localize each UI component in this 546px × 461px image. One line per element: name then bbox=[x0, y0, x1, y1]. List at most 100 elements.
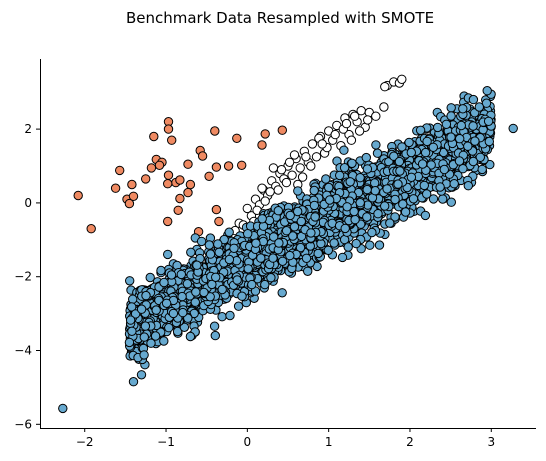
data-point bbox=[484, 136, 494, 147]
data-point bbox=[285, 210, 295, 221]
data-point bbox=[185, 179, 196, 190]
data-point bbox=[301, 152, 311, 162]
data-point bbox=[179, 322, 190, 332]
data-point bbox=[217, 312, 227, 322]
data-point bbox=[435, 182, 445, 192]
data-point bbox=[281, 226, 292, 236]
data-point bbox=[163, 124, 174, 134]
data-point bbox=[296, 216, 306, 227]
data-point bbox=[408, 194, 419, 204]
data-point bbox=[175, 175, 185, 185]
data-point bbox=[362, 184, 372, 195]
data-point bbox=[204, 171, 214, 182]
data-point bbox=[463, 181, 473, 191]
data-point bbox=[483, 116, 494, 127]
data-point bbox=[115, 165, 125, 176]
data-point bbox=[439, 164, 449, 175]
data-point bbox=[167, 135, 177, 145]
data-point bbox=[362, 212, 372, 222]
data-point bbox=[428, 194, 439, 204]
data-point bbox=[345, 177, 355, 187]
data-point bbox=[260, 196, 270, 206]
data-point bbox=[397, 74, 407, 85]
data-point bbox=[468, 156, 478, 167]
x-axis-ticks: −2 −1 0 1 2 3 bbox=[76, 428, 495, 449]
data-point bbox=[232, 275, 242, 285]
data-point bbox=[192, 260, 202, 270]
data-point bbox=[268, 163, 279, 173]
data-point bbox=[293, 206, 303, 217]
data-point bbox=[110, 183, 121, 193]
data-point bbox=[351, 238, 361, 249]
data-point bbox=[285, 250, 295, 261]
data-point bbox=[257, 214, 267, 224]
data-point bbox=[382, 184, 392, 194]
data-point bbox=[306, 161, 316, 171]
data-point bbox=[191, 287, 201, 297]
data-point bbox=[419, 180, 429, 191]
data-point bbox=[163, 249, 173, 260]
data-point bbox=[243, 229, 253, 239]
data-point bbox=[242, 203, 253, 214]
data-point bbox=[237, 160, 247, 171]
data-point bbox=[309, 200, 320, 211]
data-point bbox=[209, 321, 220, 331]
data-point bbox=[422, 136, 432, 147]
data-point bbox=[446, 197, 456, 207]
data-point bbox=[395, 166, 405, 176]
data-point bbox=[343, 242, 353, 252]
data-point bbox=[128, 294, 138, 304]
data-point bbox=[485, 159, 495, 170]
data-point bbox=[268, 253, 278, 263]
data-point bbox=[438, 194, 448, 204]
data-point bbox=[420, 147, 431, 158]
data-point bbox=[136, 304, 147, 314]
data-point bbox=[361, 152, 371, 163]
data-point bbox=[297, 172, 308, 182]
data-point bbox=[406, 147, 416, 158]
data-point bbox=[355, 173, 365, 183]
data-point bbox=[166, 270, 177, 280]
data-point bbox=[183, 159, 193, 169]
data-point bbox=[341, 118, 352, 129]
data-point bbox=[482, 86, 492, 96]
data-point bbox=[210, 330, 221, 341]
data-point bbox=[301, 253, 312, 263]
data-point bbox=[370, 186, 380, 196]
data-point bbox=[458, 164, 468, 174]
data-point bbox=[394, 156, 405, 167]
data-point bbox=[224, 254, 235, 265]
data-point bbox=[277, 288, 287, 298]
data-point bbox=[178, 307, 188, 318]
data-point bbox=[225, 310, 235, 321]
data-point bbox=[311, 152, 322, 162]
data-point bbox=[274, 238, 284, 248]
x-tick-label: 2 bbox=[406, 435, 414, 449]
data-point bbox=[176, 269, 187, 280]
data-point bbox=[168, 308, 179, 319]
x-tick-label: −1 bbox=[157, 435, 175, 449]
data-point bbox=[433, 122, 443, 133]
data-point bbox=[266, 273, 276, 283]
y-tick-label: 0 bbox=[24, 196, 32, 210]
data-point bbox=[463, 141, 473, 151]
data-point bbox=[350, 214, 360, 225]
data-point bbox=[214, 247, 224, 258]
data-point bbox=[284, 157, 295, 168]
data-point bbox=[277, 256, 288, 266]
data-point bbox=[347, 158, 357, 169]
data-point bbox=[422, 189, 432, 199]
data-point bbox=[428, 142, 438, 153]
data-point bbox=[390, 194, 400, 205]
data-point bbox=[146, 338, 156, 348]
data-point bbox=[125, 315, 136, 325]
data-point bbox=[349, 206, 359, 217]
data-point bbox=[417, 159, 428, 169]
data-point bbox=[367, 227, 377, 238]
data-point bbox=[237, 291, 247, 301]
data-point bbox=[124, 337, 135, 348]
data-point bbox=[273, 185, 283, 195]
data-point bbox=[354, 126, 365, 136]
data-point bbox=[468, 121, 478, 131]
